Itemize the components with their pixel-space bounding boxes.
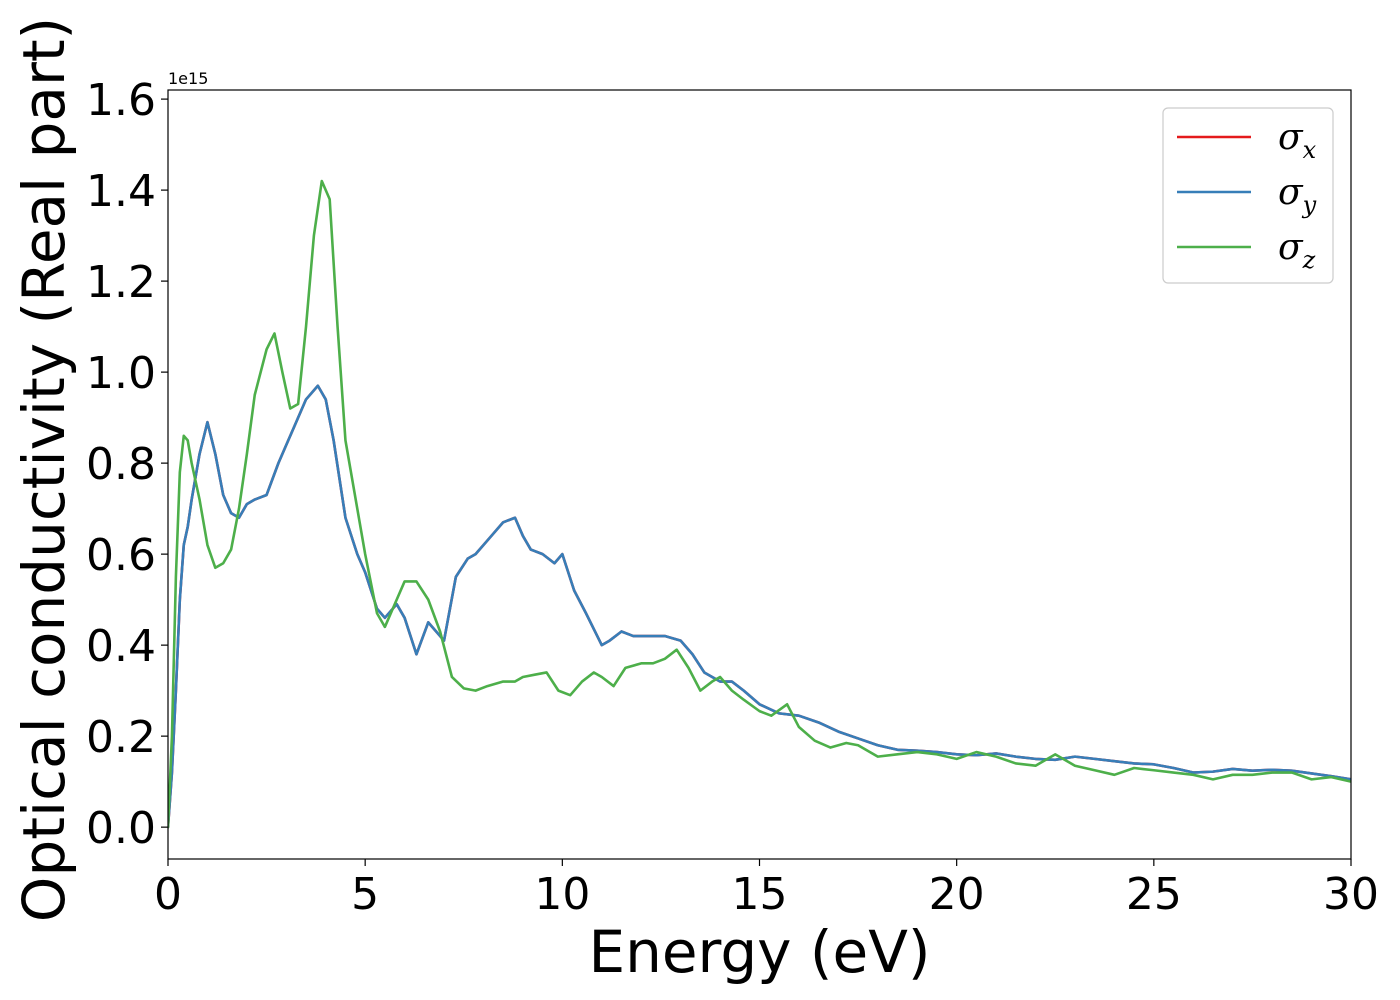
y-tick-label: 1.6 [86,75,156,126]
series-layer [168,179,1351,829]
y-axis-label: Optical conductivity (Real part) [10,17,78,922]
y-tick-label: 0.2 [86,712,156,763]
legend-entry-x: σx [1177,117,1317,164]
legend-label: σy [1278,172,1317,219]
legend-entry-y: σy [1177,172,1317,219]
x-tick-label: 25 [1126,869,1182,920]
x-tick-label: 30 [1323,869,1379,920]
legend-box [1162,107,1334,284]
x-axis: 0 5 10 15 20 25 30 [154,859,1379,920]
y-tick-label: 0.8 [86,439,156,490]
x-tick-label: 10 [534,869,590,920]
legend-entry-z: σz [1177,227,1316,274]
y-tick-label: 0.6 [86,530,156,581]
x-tick-label: 0 [154,869,182,920]
y-offset-label: 1e15 [168,69,208,88]
x-tick-label: 5 [351,869,379,920]
series-line-z [168,179,1351,829]
legend-label: σx [1278,117,1317,164]
legend-label: σz [1278,227,1316,274]
x-axis-label: Energy (eV) [588,918,930,986]
x-tick-label: 20 [929,869,985,920]
legend: σx σy σz [1162,107,1334,284]
y-tick-label: 0.0 [86,803,156,854]
y-axis: 0.0 0.2 0.4 0.6 0.8 1.0 1.2 1.4 1.6 [86,75,168,854]
y-tick-label: 1.2 [86,257,156,308]
y-tick-label: 0.4 [86,621,156,672]
x-tick-label: 15 [732,869,788,920]
y-tick-label: 1.0 [86,348,156,399]
y-tick-label: 1.4 [86,166,156,217]
